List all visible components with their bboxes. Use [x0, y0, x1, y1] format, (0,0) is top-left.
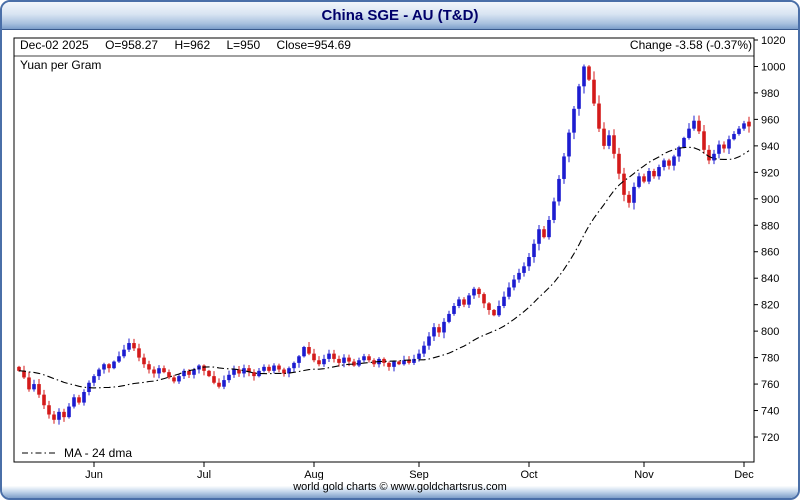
svg-text:880: 880: [761, 220, 779, 232]
info-high: H=962: [174, 38, 211, 52]
footer-bar: world gold charts © www.goldchartsrus.co…: [2, 480, 798, 498]
svg-text:1000: 1000: [761, 61, 785, 73]
ma-legend-label: MA - 24 dma: [64, 446, 133, 460]
price-chart-canvas: 1020 1000 980 960 940 920 900 880 860 840 820 800 78…: [13, 35, 785, 480]
y-axis: 1020 1000 980 960 940 920 900 880 860 840 820 800 78…: [754, 35, 785, 444]
svg-text:Jul: Jul: [197, 469, 211, 480]
change-label: Change -3.58 (-0.37%): [629, 38, 752, 52]
svg-text:780: 780: [761, 353, 779, 365]
units-label: Yuan per Gram: [20, 58, 102, 72]
svg-text:720: 720: [761, 432, 779, 444]
svg-text:760: 760: [761, 379, 779, 391]
svg-text:900: 900: [761, 194, 779, 206]
info-low: L=950: [226, 38, 261, 52]
footer-credit: world gold charts © www.goldchartsrus.co…: [293, 481, 507, 493]
svg-text:Aug: Aug: [304, 469, 324, 480]
info-open: O=958.27: [105, 38, 159, 52]
svg-text:860: 860: [761, 247, 779, 259]
chart-area: 1020 1000 980 960 940 920 900 880 860 840 820 800 78…: [2, 30, 798, 480]
svg-text:Dec: Dec: [734, 469, 754, 480]
title-bar: China SGE - AU (T&D): [2, 2, 798, 30]
svg-text:800: 800: [761, 326, 779, 338]
x-axis: Jun Jul Aug Sep Oct Nov Dec: [85, 462, 754, 480]
svg-text:Nov: Nov: [634, 469, 654, 480]
chart-title: China SGE - AU (T&D): [321, 7, 479, 24]
svg-text:740: 740: [761, 406, 779, 418]
svg-text:Oct: Oct: [520, 469, 537, 480]
ma-line-icon: [22, 452, 58, 454]
info-date: Dec-02 2025: [20, 38, 89, 52]
svg-text:940: 940: [761, 141, 779, 153]
info-close: Close=954.69: [276, 38, 351, 52]
ma-legend: MA - 24 dma: [22, 446, 132, 460]
ohlc-info-row: Dec-02 2025 O=958.27 H=962 L=950 Close=9…: [20, 38, 364, 52]
svg-text:1020: 1020: [761, 35, 785, 47]
svg-text:Sep: Sep: [409, 469, 429, 480]
svg-text:Jun: Jun: [85, 469, 103, 480]
candles-layer: [17, 64, 751, 425]
svg-text:840: 840: [761, 273, 779, 285]
svg-text:820: 820: [761, 300, 779, 312]
svg-text:980: 980: [761, 88, 779, 100]
svg-text:920: 920: [761, 167, 779, 179]
plot-border: [13, 37, 755, 463]
svg-text:960: 960: [761, 114, 779, 126]
